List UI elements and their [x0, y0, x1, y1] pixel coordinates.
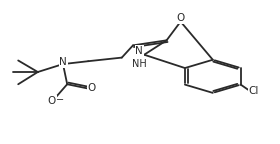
- Text: −: −: [56, 95, 64, 105]
- Text: O: O: [48, 96, 56, 106]
- Text: O: O: [88, 83, 96, 93]
- Text: N: N: [135, 46, 143, 56]
- Text: NH: NH: [132, 59, 146, 69]
- Text: Cl: Cl: [248, 86, 259, 96]
- Text: N: N: [59, 57, 67, 67]
- Text: O: O: [176, 13, 185, 23]
